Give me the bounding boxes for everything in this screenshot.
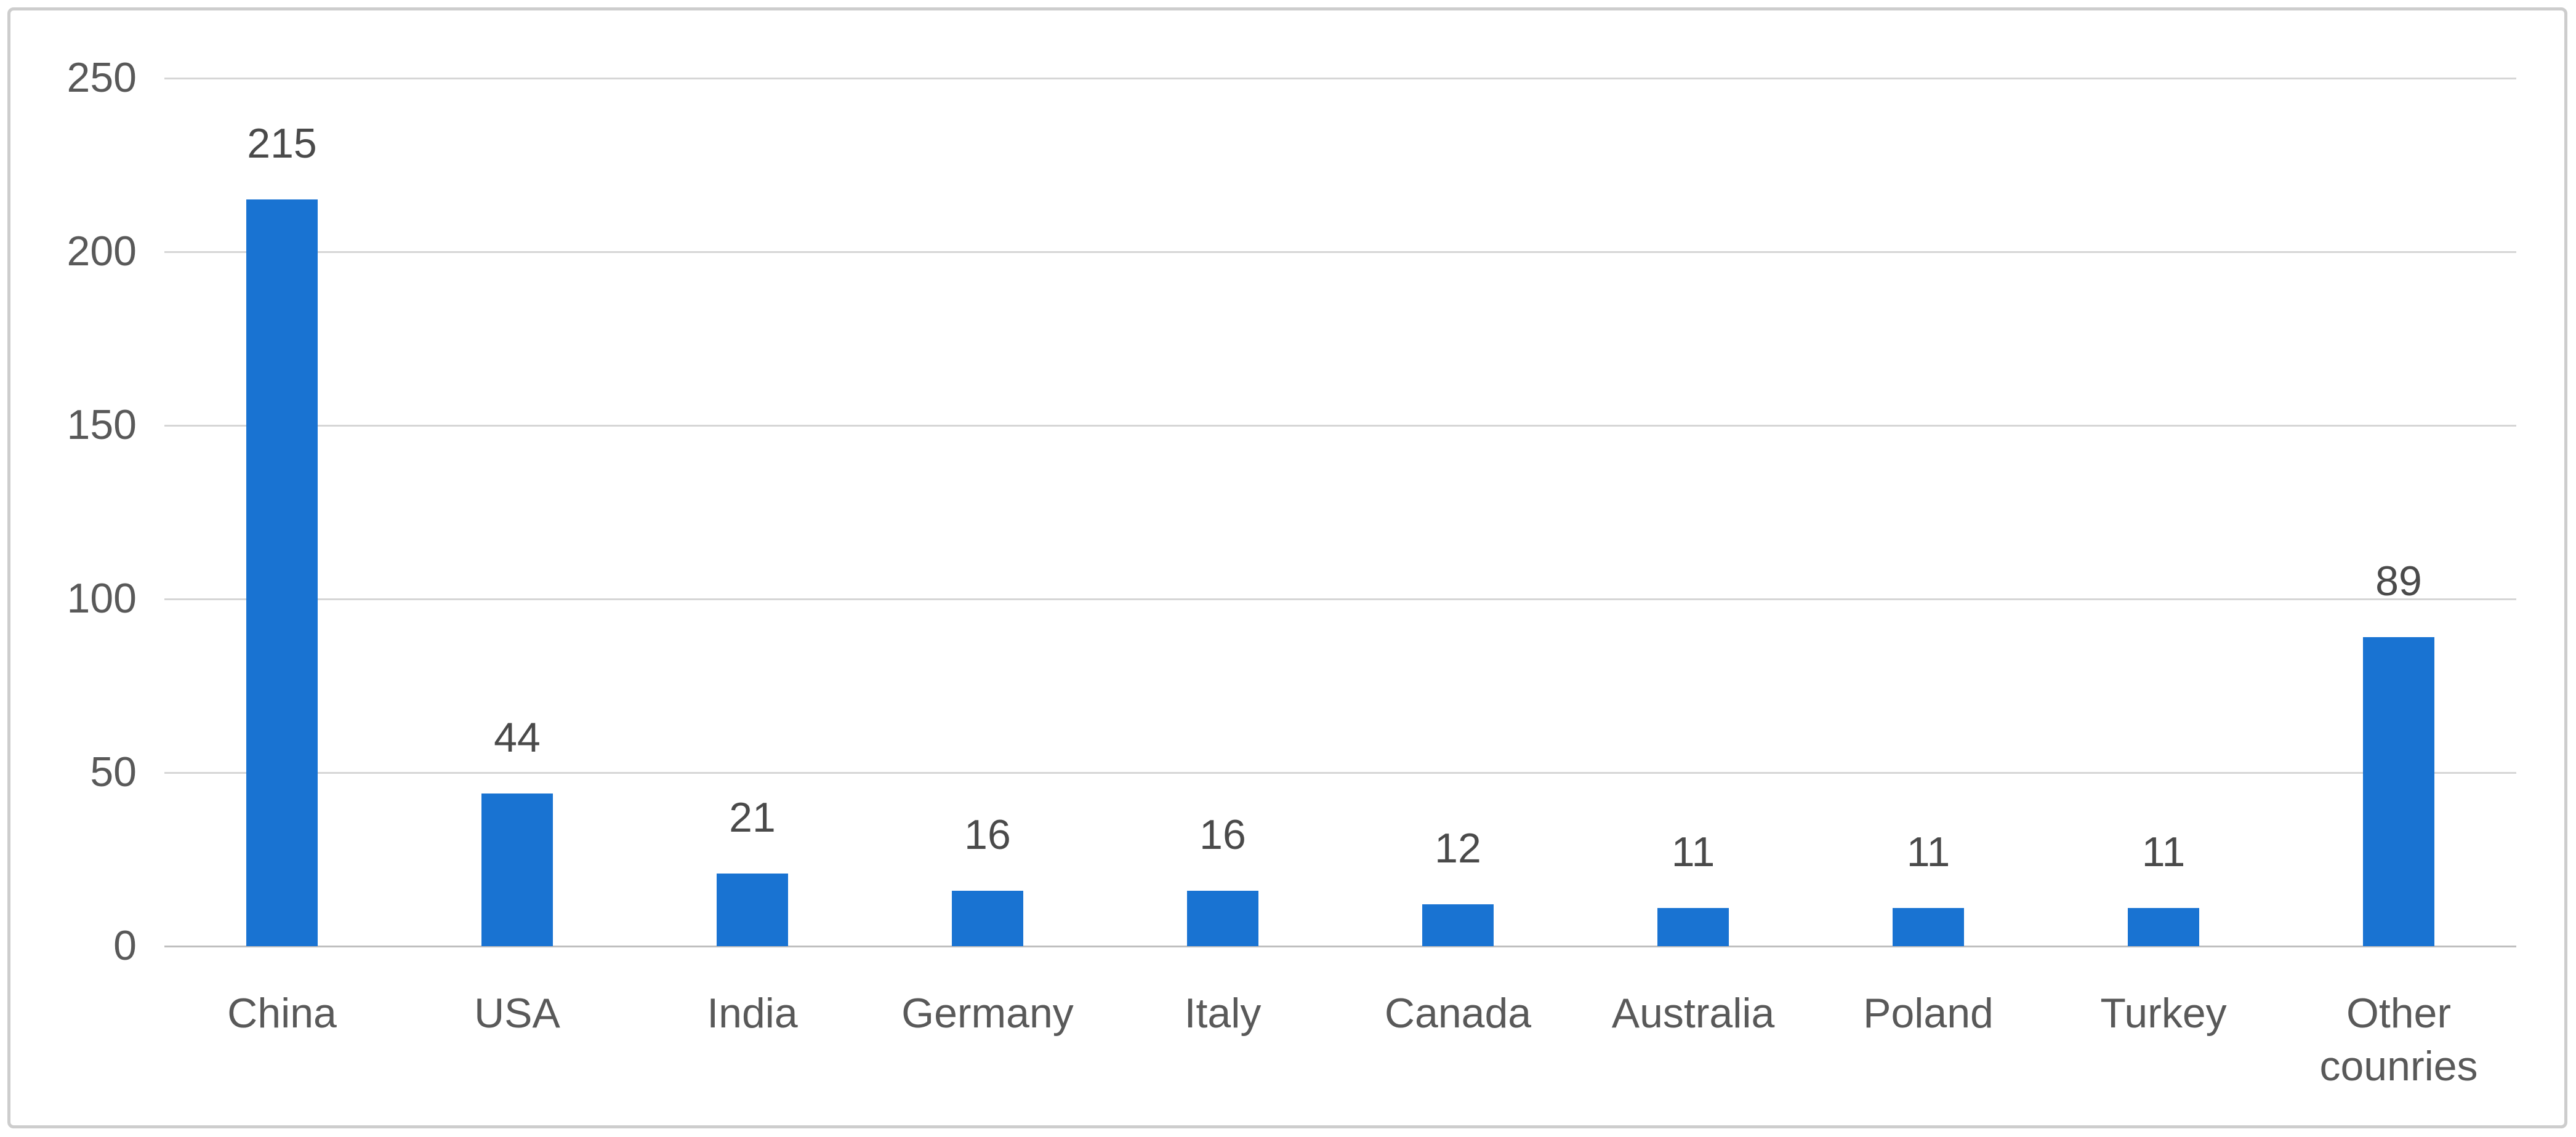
bar-data-label: 89 bbox=[2375, 558, 2422, 605]
bar-canada bbox=[1422, 904, 1494, 946]
y-tick-label: 150 bbox=[66, 401, 137, 448]
bar-poland bbox=[1893, 907, 1964, 946]
x-category-label: Other counries bbox=[2319, 990, 2478, 1090]
chart-frame: 215 44 21 16 16 12 11 11 11 89 0 50 100 150 200 250 Ch… bbox=[7, 7, 2567, 1128]
y-tick-label: 0 bbox=[113, 922, 137, 969]
gridline bbox=[164, 424, 2516, 427]
y-tick-label: 200 bbox=[66, 228, 137, 275]
bar-data-label: 215 bbox=[247, 120, 317, 167]
x-category-label: Canada bbox=[1384, 990, 1532, 1037]
x-category-label: Italy bbox=[1184, 990, 1262, 1037]
y-tick-label: 50 bbox=[90, 749, 137, 795]
bar-china bbox=[246, 199, 318, 946]
bar-data-label: 44 bbox=[494, 713, 541, 761]
bar-data-label: 21 bbox=[729, 793, 776, 841]
bar-data-label: 12 bbox=[1435, 825, 1481, 872]
y-tick-label: 100 bbox=[66, 575, 137, 622]
x-category-label: China bbox=[227, 990, 337, 1037]
x-category-label: Poland bbox=[1863, 990, 1994, 1037]
bar-usa bbox=[481, 793, 553, 946]
gridline bbox=[164, 77, 2516, 79]
x-axis-line bbox=[164, 945, 2516, 947]
plot-area: 215 44 21 16 16 12 11 11 11 89 bbox=[164, 77, 2516, 947]
bar-germany bbox=[952, 890, 1023, 946]
bar-india bbox=[717, 873, 788, 946]
x-category-label: Germany bbox=[901, 990, 1074, 1037]
gridline bbox=[164, 771, 2516, 774]
bar-data-label: 11 bbox=[2141, 828, 2186, 875]
bar-other-counries bbox=[2363, 637, 2434, 946]
bar-italy bbox=[1187, 890, 1258, 946]
bar-data-label: 11 bbox=[1671, 828, 1715, 875]
bar-data-label: 16 bbox=[964, 811, 1011, 858]
x-category-label: USA bbox=[474, 990, 560, 1037]
bar-data-label: 11 bbox=[1906, 828, 1950, 875]
x-category-label: India bbox=[707, 990, 798, 1037]
bar-australia bbox=[1657, 907, 1729, 946]
bar-data-label: 16 bbox=[1199, 811, 1246, 858]
gridline bbox=[164, 598, 2516, 600]
bar-turkey bbox=[2128, 907, 2199, 946]
gridline bbox=[164, 251, 2516, 253]
x-category-label: Australia bbox=[1611, 990, 1775, 1037]
y-tick-label: 250 bbox=[66, 54, 137, 101]
x-category-label: Turkey bbox=[2100, 990, 2227, 1037]
